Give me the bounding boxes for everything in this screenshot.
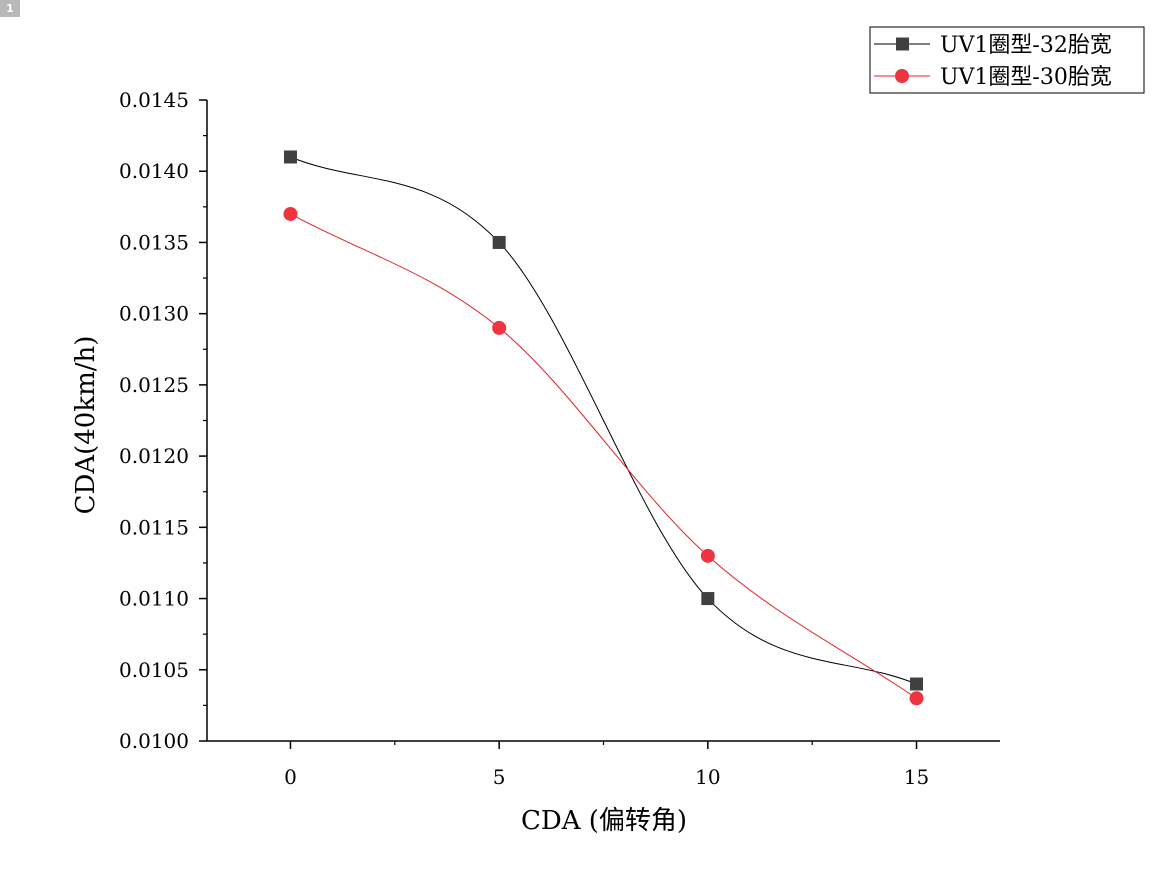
page-number-badge: 1 [0,0,20,17]
y-tick-label: 0.0130 [119,302,189,326]
x-tick-label: 0 [284,765,297,789]
data-point-square [910,677,924,691]
data-point-square [492,235,506,249]
y-tick-label: 0.0100 [119,729,189,753]
legend-label: UV1圈型-32胎宽 [940,33,1112,58]
series-line [290,156,917,685]
y-axis-title: CDA(40km/h) [71,336,101,515]
series-layer [283,150,924,706]
series-2 [283,206,924,706]
data-point-circle [283,206,298,221]
data-point-circle [492,320,507,335]
data-point-square [701,592,715,606]
legend-entry-2: UV1圈型-30胎宽 [874,65,1112,90]
x-tick-label: 5 [493,765,506,789]
y-tick-label: 0.0140 [119,159,189,183]
y-tick-label: 0.0115 [119,515,189,539]
series-line [290,213,917,699]
legend-label: UV1圈型-30胎宽 [940,65,1112,90]
legend-marker-square [896,37,909,51]
data-point-circle [700,548,715,563]
data-point-square [283,150,297,164]
y-tick-label: 0.0120 [119,444,189,468]
x-axis-title: CDA (偏转角) [521,806,687,836]
legend-box [869,26,1145,94]
y-tick-label: 0.0135 [119,230,189,254]
x-tick-label: 10 [695,765,720,789]
x-tick-label: 15 [904,765,929,789]
y-tick-label: 0.0110 [119,587,189,611]
legend-marker-circle [895,69,909,83]
y-tick-label: 0.0145 [119,88,189,112]
data-point-circle [909,691,924,706]
y-tick-label: 0.0125 [119,373,189,397]
axes: 0.0100 0.0105 0.0110 0.0115 0.0120 0.0125 0.01… [119,88,1000,789]
series-1 [283,150,924,691]
legend-entry-1: UV1圈型-32胎宽 [874,33,1112,58]
y-tick-label: 0.0105 [119,658,189,682]
legend: UV1圈型-32胎宽 UV1圈型-30胎宽 [869,26,1145,94]
